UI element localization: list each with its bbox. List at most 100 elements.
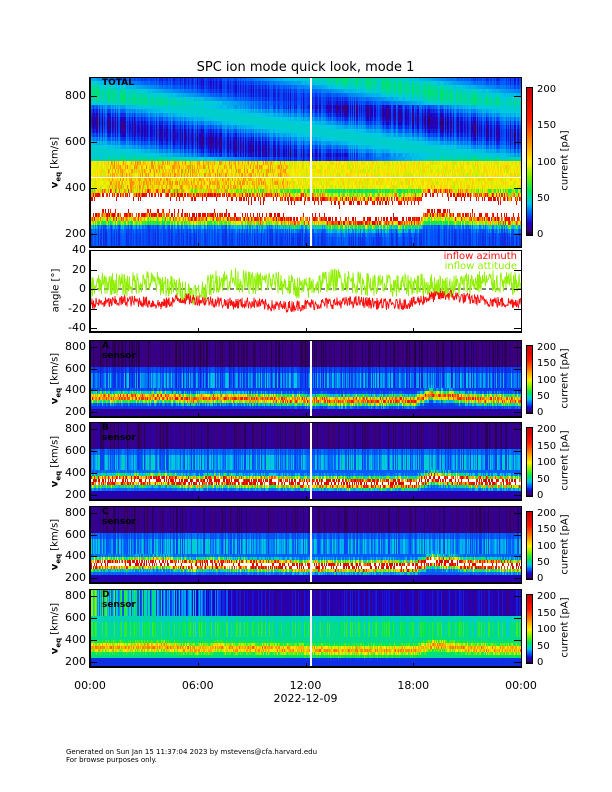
y-tick-mark xyxy=(514,142,521,144)
colorbar-tick-label: 200 xyxy=(537,424,557,435)
x-tick-mark xyxy=(413,496,415,501)
y-tick-label: 400 xyxy=(65,466,86,480)
colorbar-tick-label: 200 xyxy=(537,508,557,519)
time-marker-line xyxy=(309,422,312,501)
y-axis-label-symbol: v xyxy=(49,563,61,571)
y-tick-label: 400 xyxy=(65,181,86,195)
y-tick-mark xyxy=(90,269,97,271)
y-tick-label: 800 xyxy=(65,589,86,603)
colorbar-tick-label: 100 xyxy=(537,624,557,635)
y-tick-label: 200 xyxy=(65,227,86,241)
y-tick-label: 600 xyxy=(65,135,86,149)
legend-entry-inflow-attitude: inflow attitude xyxy=(444,261,517,272)
y-tick-mark xyxy=(514,368,521,370)
x-tick-mark xyxy=(197,328,199,333)
y-tick-label: 400 xyxy=(65,549,86,563)
colorbar-tick-label: 50 xyxy=(537,192,550,204)
y-tick-label: 20 xyxy=(72,262,86,276)
y-tick-mark xyxy=(514,513,521,515)
y-tick-label: 0 xyxy=(79,282,86,296)
y-tick-mark xyxy=(514,556,521,558)
x-tick-mark xyxy=(413,243,415,248)
colorbar-tick-label: 200 xyxy=(537,84,557,95)
y-tick-mark xyxy=(514,618,521,620)
y-tick-mark xyxy=(90,596,97,598)
colorbar-tick-label: 0 xyxy=(537,573,544,584)
colorbar xyxy=(526,594,533,664)
y-tick-mark xyxy=(90,473,97,475)
x-tick-mark xyxy=(305,496,307,501)
x-tick-mark xyxy=(413,663,415,668)
x-tick-mark xyxy=(413,579,415,584)
y-tick-mark xyxy=(514,328,521,330)
y-tick-mark xyxy=(514,661,521,663)
panel-label: B sensor xyxy=(102,423,136,443)
y-tick-mark xyxy=(90,289,97,291)
y-tick-mark xyxy=(90,513,97,515)
colorbar-tick-label: 100 xyxy=(537,540,557,552)
y-tick-mark xyxy=(90,368,97,370)
x-tick-mark xyxy=(413,413,415,418)
y-tick-mark xyxy=(90,234,97,236)
y-tick-label: 600 xyxy=(65,361,86,375)
spectrogram-total xyxy=(90,77,521,248)
y-tick-mark xyxy=(514,473,521,475)
colorbar-tick-label: 50 xyxy=(537,556,550,568)
y-tick-mark xyxy=(514,578,521,580)
x-tick-mark xyxy=(197,579,199,584)
x-tick-label: 06:00 xyxy=(181,679,214,692)
colorbar-tick-label: 200 xyxy=(537,342,557,353)
y-tick-mark xyxy=(514,412,521,414)
x-axis-date: 2022-12-09 xyxy=(273,692,338,705)
panel-label: TOTAL xyxy=(102,78,134,88)
x-tick-mark xyxy=(197,413,199,418)
y-axis-label-symbol: v xyxy=(49,647,61,654)
y-tick-mark xyxy=(514,390,521,392)
spectrogram-a-sensor xyxy=(90,340,521,418)
y-tick-mark xyxy=(514,234,521,236)
y-tick-mark xyxy=(514,250,521,251)
y-axis-label-symbol: v xyxy=(49,480,61,487)
y-tick-label: -40 xyxy=(68,321,86,335)
time-marker-line xyxy=(309,340,312,418)
y-tick-mark xyxy=(90,451,97,453)
y-axis-label-subscript: eq xyxy=(54,171,63,182)
x-tick-label: 18:00 xyxy=(397,679,430,692)
y-tick-label: 200 xyxy=(65,571,86,585)
y-axis-label: veq [km/s] xyxy=(50,112,63,212)
legend-entry-inflow-azimuth: inflow azimuth xyxy=(443,251,517,262)
colorbar-tick-label: 50 xyxy=(537,473,550,485)
colorbar-tick-label: 50 xyxy=(537,640,550,652)
x-tick-mark xyxy=(197,496,199,501)
colorbar-label: current [pA] xyxy=(559,129,571,191)
y-tick-mark xyxy=(514,289,521,291)
colorbar-label: current [pA] xyxy=(559,597,571,658)
inflow-attitude-line xyxy=(90,268,521,306)
legend: inflow azimuth inflow attitude xyxy=(90,251,517,281)
y-tick-mark xyxy=(514,96,521,98)
y-tick-mark xyxy=(514,451,521,453)
x-tick-mark xyxy=(305,328,307,333)
colorbar-tick-label: 50 xyxy=(537,390,550,402)
spectrogram-c-sensor xyxy=(90,506,521,584)
colorbar-tick-label: 0 xyxy=(537,657,544,668)
y-tick-mark xyxy=(90,390,97,392)
y-tick-mark xyxy=(90,494,97,496)
spectrogram-d-sensor xyxy=(90,589,521,668)
x-tick-mark xyxy=(305,663,307,668)
x-tick-label: 00:00 xyxy=(505,679,537,692)
time-marker-line xyxy=(309,506,312,584)
y-tick-mark xyxy=(514,269,521,271)
y-tick-label: 800 xyxy=(65,89,86,103)
y-tick-mark xyxy=(90,640,97,642)
y-tick-mark xyxy=(90,142,97,144)
y-tick-label: 600 xyxy=(65,444,86,458)
y-tick-label: 400 xyxy=(65,633,86,647)
y-tick-label: 600 xyxy=(65,611,86,625)
y-tick-mark xyxy=(514,347,521,349)
y-axis-label-symbol: v xyxy=(49,397,61,405)
y-tick-label: 800 xyxy=(65,506,86,520)
colorbar-tick-label: 150 xyxy=(537,524,557,536)
x-tick-mark xyxy=(413,328,415,333)
